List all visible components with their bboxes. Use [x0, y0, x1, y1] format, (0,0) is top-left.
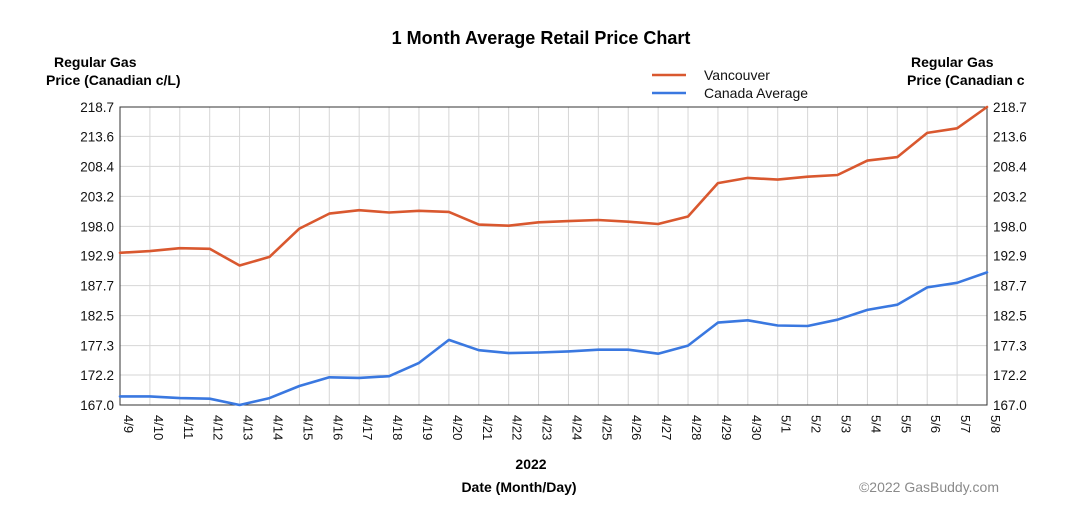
series-line-canada-average	[118, 271, 989, 407]
x-tick-label: 4/18	[390, 415, 405, 440]
grid	[119, 106, 988, 406]
series-lines	[118, 105, 989, 407]
x-tick-label: 5/5	[898, 415, 913, 433]
x-tick-label: 5/7	[958, 415, 973, 433]
x-tick-label: 4/19	[420, 415, 435, 440]
y-tick-label-left: 213.6	[80, 129, 114, 144]
chart-title: 1 Month Average Retail Price Chart	[392, 28, 691, 48]
x-ticks: 4/9 4/10 4/11 4/12 4/13 4/14 4/15 4/16 4/17 4/18 4…	[121, 415, 1003, 440]
y-ticks-right: 167.0 172.2 177.3 182.5 187.7 192.9 198.0 203.2…	[993, 100, 1027, 413]
y-tick-label-right: 182.5	[993, 309, 1027, 324]
legend: Vancouver Canada Average	[652, 67, 808, 101]
x-tick-label: 5/4	[868, 415, 883, 433]
x-tick-label: 5/1	[779, 415, 794, 433]
y-tick-label-right: 203.2	[993, 189, 1027, 204]
x-tick-label: 4/15	[300, 415, 315, 440]
series-line-vancouver	[118, 105, 989, 267]
y-axis-label-right-line2: Price (Canadian c	[907, 72, 1025, 88]
x-tick-label: 4/21	[480, 415, 495, 440]
y-tick-label-left: 167.0	[80, 398, 114, 413]
y-axis-label-left-line2: Price (Canadian c/L)	[46, 72, 181, 88]
axes	[119, 106, 988, 406]
x-axis-label: Date (Month/Day)	[461, 479, 576, 495]
x-tick-label: 4/16	[330, 415, 345, 440]
y-tick-label-left: 218.7	[80, 100, 114, 115]
y-axis-label-right-line1: Regular Gas	[911, 54, 994, 70]
x-tick-label: 4/29	[719, 415, 734, 440]
x-tick-label: 4/30	[749, 415, 764, 440]
y-tick-label-left: 177.3	[80, 339, 114, 354]
y-tick-label-left: 182.5	[80, 309, 114, 324]
legend-label-canada-average: Canada Average	[704, 85, 808, 101]
y-tick-label-right: 187.7	[993, 279, 1027, 294]
x-tick-label: 4/23	[540, 415, 555, 440]
y-tick-label-left: 203.2	[80, 189, 114, 204]
y-tick-label-right: 167.0	[993, 398, 1027, 413]
y-tick-label-left: 187.7	[80, 279, 114, 294]
x-tick-label: 5/6	[928, 415, 943, 433]
x-tick-label: 4/9	[121, 415, 136, 433]
y-tick-label-left: 208.4	[80, 159, 114, 174]
plot-frame	[119, 106, 988, 406]
y-axis-label-left-line1: Regular Gas	[54, 54, 137, 70]
x-tick-label: 4/22	[510, 415, 525, 440]
x-tick-label: 4/20	[450, 415, 465, 440]
x-tick-label: 4/27	[659, 415, 674, 440]
x-tick-label: 4/26	[629, 415, 644, 440]
x-tick-label: 4/11	[181, 415, 196, 439]
y-tick-label-right: 177.3	[993, 339, 1027, 354]
x-tick-label: 5/3	[839, 415, 854, 433]
x-axis-year-label: 2022	[515, 456, 546, 472]
y-tick-label-right: 218.7	[993, 100, 1027, 115]
y-tick-label-left: 198.0	[80, 219, 114, 234]
y-tick-label-right: 208.4	[993, 159, 1027, 174]
x-tick-label: 4/25	[599, 415, 614, 440]
y-tick-label-left: 172.2	[80, 368, 114, 383]
credit-text: ©2022 GasBuddy.com	[859, 479, 999, 495]
x-tick-label: 4/10	[151, 415, 166, 440]
x-tick-label: 4/17	[360, 415, 375, 440]
y-tick-label-right: 198.0	[993, 219, 1027, 234]
y-ticks-left: 167.0 172.2 177.3 182.5 187.7 192.9 198.0 203.2…	[80, 100, 114, 413]
y-tick-label-right: 172.2	[993, 368, 1027, 383]
x-tick-label: 4/24	[569, 415, 584, 440]
x-tick-label: 4/13	[241, 415, 256, 440]
y-tick-label-left: 192.9	[80, 249, 114, 264]
x-tick-label: 5/2	[809, 415, 824, 433]
y-tick-label-right: 192.9	[993, 249, 1027, 264]
legend-label-vancouver: Vancouver	[704, 67, 770, 83]
x-tick-label: 4/28	[689, 415, 704, 440]
y-tick-label-right: 213.6	[993, 129, 1027, 144]
x-tick-label: 4/14	[270, 415, 285, 440]
x-tick-label: 4/12	[211, 415, 226, 440]
x-tick-label: 5/8	[988, 415, 1003, 433]
